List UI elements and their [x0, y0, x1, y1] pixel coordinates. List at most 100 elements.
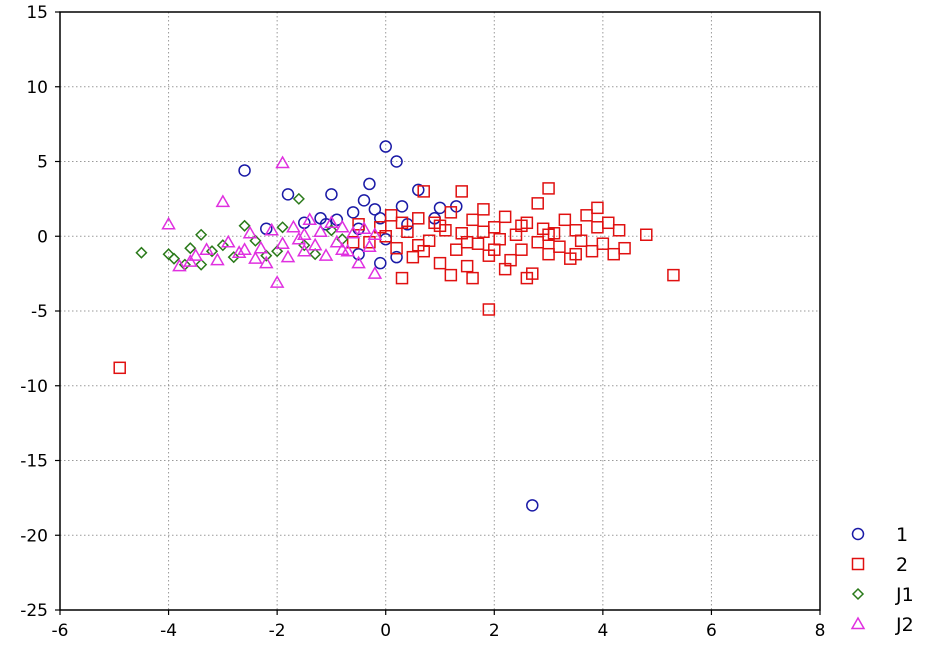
point-series-2	[450, 243, 463, 256]
point-series-J1	[135, 246, 148, 259]
point-series-2	[542, 182, 555, 195]
point-series-2	[379, 230, 392, 243]
series-J1	[135, 192, 349, 271]
point-series-2	[433, 256, 447, 270]
point-series-J2	[231, 245, 247, 258]
point-series-J2	[296, 227, 312, 241]
point-series-2	[488, 243, 501, 256]
data-points	[113, 140, 680, 512]
y-tick-label: 10	[26, 78, 48, 98]
point-series-2	[498, 262, 512, 276]
point-series-J1	[249, 234, 262, 247]
x-tick-label: -4	[160, 621, 177, 641]
point-series-J1	[292, 192, 305, 205]
point-series-2	[417, 244, 430, 258]
point-series-1	[314, 212, 327, 225]
legend-item-J1: J1	[851, 584, 914, 606]
point-series-J1	[167, 252, 181, 265]
series-J2	[161, 155, 383, 288]
point-series-J2	[340, 243, 356, 257]
x-tick-label: -2	[269, 621, 286, 641]
point-series-J2	[280, 249, 296, 263]
point-series-J1	[276, 221, 289, 234]
grid-lines	[60, 12, 820, 610]
point-series-J2	[161, 216, 176, 230]
point-series-J2	[367, 227, 383, 241]
point-series-J2	[264, 222, 280, 236]
y-tick-label: -15	[20, 452, 48, 472]
point-series-2	[558, 213, 572, 227]
point-series-J1	[195, 258, 208, 271]
x-tick-label: 2	[489, 621, 500, 641]
x-tick-label: 0	[380, 621, 391, 641]
y-tick-label: 5	[37, 153, 48, 173]
point-series-2	[477, 203, 490, 216]
point-series-2	[395, 271, 409, 285]
point-series-2	[667, 268, 680, 282]
point-series-2	[574, 234, 588, 247]
point-series-J1	[238, 219, 251, 232]
point-series-2	[498, 210, 512, 224]
point-series-2	[477, 225, 490, 239]
point-series-J2	[237, 242, 252, 255]
legend-item-2: 2	[851, 554, 908, 576]
point-series-2	[412, 212, 425, 225]
point-series-J2	[334, 242, 350, 255]
point-series-2	[460, 235, 474, 249]
point-series-J2	[172, 258, 187, 272]
point-series-J2	[275, 155, 290, 169]
point-series-J2	[258, 255, 274, 269]
point-series-2	[417, 185, 430, 198]
x-tick-label: 8	[815, 621, 826, 641]
point-series-2	[515, 243, 528, 256]
point-series-J2	[296, 243, 312, 257]
point-series-J2	[275, 236, 290, 249]
point-series-J1	[216, 239, 229, 252]
point-series-2	[390, 241, 403, 255]
x-tick-label: 4	[597, 621, 608, 641]
point-series-J1	[309, 248, 322, 261]
point-series-2	[596, 237, 610, 250]
point-series-2	[585, 244, 599, 258]
y-tick-label: -20	[20, 526, 48, 546]
point-series-2	[444, 206, 458, 219]
point-series-1	[238, 164, 251, 177]
point-series-J1	[184, 242, 197, 255]
point-series-J1	[271, 245, 284, 258]
point-series-1	[374, 256, 387, 270]
point-series-2	[433, 219, 447, 233]
point-series-1	[346, 206, 360, 219]
legend-marker-J2	[850, 616, 866, 630]
point-series-J1	[260, 249, 273, 262]
point-series-2	[531, 235, 544, 249]
point-series-1	[395, 200, 409, 213]
point-series-2	[580, 209, 593, 222]
point-series-2	[640, 228, 653, 242]
point-series-J2	[318, 248, 334, 261]
point-series-J2	[307, 237, 323, 251]
point-series-1	[526, 499, 539, 512]
point-series-J2	[367, 266, 383, 279]
point-series-1	[390, 250, 403, 264]
point-series-1	[368, 203, 382, 216]
point-series-2	[363, 235, 376, 249]
point-series-1	[357, 194, 371, 207]
y-tick-label: -10	[20, 377, 48, 397]
y-tick-label: -5	[31, 302, 48, 322]
point-series-J2	[329, 234, 345, 248]
point-series-1	[281, 188, 295, 201]
point-series-2	[444, 268, 458, 282]
y-tick-label: 15	[26, 3, 48, 23]
point-series-J2	[351, 255, 366, 269]
point-series-2	[515, 219, 528, 233]
point-series-J2	[324, 215, 339, 229]
point-series-2	[542, 247, 555, 261]
point-series-2	[607, 247, 620, 261]
legend-marker-J1	[851, 587, 865, 601]
legend-label-J2: J2	[895, 614, 914, 636]
point-series-2	[526, 267, 539, 280]
point-series-2	[395, 216, 409, 230]
